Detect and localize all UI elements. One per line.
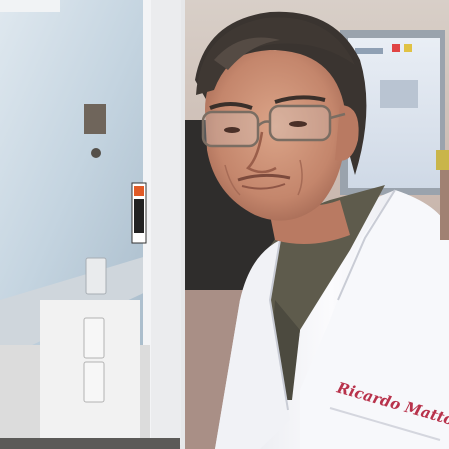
valve-knob: [91, 148, 101, 158]
outlet-1: [85, 257, 107, 295]
fume-hood: [0, 0, 185, 449]
head: [195, 11, 367, 221]
outlet-3: [83, 361, 105, 403]
control-panel: [84, 104, 106, 134]
outlet-2: [83, 317, 105, 359]
